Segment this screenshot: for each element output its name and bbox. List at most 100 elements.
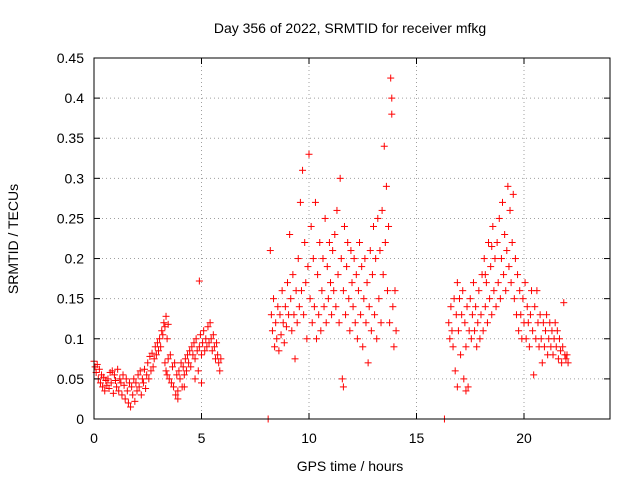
- data-point: [266, 247, 274, 255]
- data-point: [291, 355, 299, 363]
- data-point: [293, 319, 301, 327]
- data-point: [308, 319, 316, 327]
- data-point: [301, 239, 309, 247]
- data-point: [213, 339, 221, 347]
- data-point: [190, 339, 198, 347]
- data-point: [152, 351, 160, 359]
- data-point: [362, 319, 370, 327]
- data-point: [297, 287, 305, 295]
- data-point: [482, 279, 490, 287]
- data-point: [351, 319, 359, 327]
- data-point: [538, 359, 546, 367]
- y-tick-label: 0: [76, 411, 84, 427]
- data-point: [286, 230, 294, 238]
- data-point: [179, 363, 187, 371]
- data-point: [551, 319, 559, 327]
- data-point: [174, 395, 182, 403]
- data-point: [139, 379, 147, 387]
- data-point: [129, 391, 137, 399]
- data-point: [334, 271, 342, 279]
- data-point: [530, 371, 538, 379]
- data-point: [353, 335, 361, 343]
- data-point: [472, 303, 480, 311]
- data-point: [494, 279, 502, 287]
- data-point: [453, 383, 461, 391]
- data-point: [485, 239, 493, 247]
- data-point: [497, 255, 505, 263]
- data-point: [504, 182, 512, 190]
- data-point: [352, 271, 360, 279]
- data-point: [156, 335, 164, 343]
- data-point: [274, 303, 282, 311]
- data-point: [563, 351, 571, 359]
- data-point: [339, 383, 347, 391]
- data-point: [210, 343, 218, 351]
- data-point: [133, 387, 141, 395]
- y-tick-label: 0.1: [65, 331, 85, 347]
- data-point: [458, 311, 466, 319]
- data-point: [295, 303, 303, 311]
- data-point: [316, 239, 324, 247]
- data-point: [549, 351, 557, 359]
- data-point: [174, 387, 182, 395]
- data-point: [493, 239, 501, 247]
- data-point: [123, 387, 131, 395]
- data-point: [318, 287, 326, 295]
- data-point: [188, 343, 196, 351]
- data-point: [198, 379, 205, 387]
- data-point: [560, 299, 568, 307]
- data-points: [90, 74, 572, 423]
- data-point: [477, 311, 485, 319]
- data-point: [304, 263, 312, 271]
- x-tick-label: 0: [90, 430, 98, 446]
- data-point: [109, 389, 117, 397]
- data-point: [294, 255, 302, 263]
- data-point: [460, 375, 468, 383]
- data-point: [145, 375, 153, 383]
- data-point: [451, 367, 459, 375]
- y-tick-label: 0.15: [57, 291, 84, 307]
- data-point: [371, 311, 379, 319]
- data-point: [553, 327, 561, 335]
- data-point: [539, 319, 547, 327]
- data-point: [288, 327, 296, 335]
- data-point: [463, 303, 471, 311]
- data-point: [113, 383, 121, 391]
- data-point: [479, 327, 487, 335]
- data-point: [486, 295, 494, 303]
- data-point: [333, 206, 341, 214]
- data-point: [343, 263, 351, 271]
- data-point: [381, 239, 389, 247]
- data-point: [287, 295, 295, 303]
- data-point: [114, 365, 122, 373]
- data-point: [385, 222, 393, 230]
- data-point: [115, 387, 123, 395]
- data-point: [340, 222, 348, 230]
- data-point: [199, 339, 207, 347]
- data-point: [116, 375, 124, 383]
- data-point: [158, 327, 166, 335]
- data-point: [101, 387, 109, 395]
- data-point: [118, 391, 126, 399]
- x-tick-label: 5: [198, 430, 206, 446]
- data-point: [531, 303, 539, 311]
- data-point: [132, 379, 140, 387]
- data-point: [134, 371, 142, 379]
- data-point: [537, 335, 545, 343]
- data-point: [389, 303, 397, 311]
- data-point: [160, 319, 168, 327]
- data-point: [170, 383, 178, 391]
- plot-frame: [93, 57, 611, 420]
- data-point: [552, 343, 560, 351]
- data-point: [359, 343, 367, 351]
- data-point: [329, 247, 337, 255]
- data-point: [356, 239, 364, 247]
- data-point: [554, 355, 562, 363]
- data-point: [268, 327, 276, 335]
- data-point: [112, 376, 119, 384]
- x-tick-label: 10: [301, 430, 317, 446]
- data-point: [162, 367, 170, 375]
- data-point: [345, 295, 353, 303]
- data-point: [543, 311, 551, 319]
- data-point: [313, 335, 321, 343]
